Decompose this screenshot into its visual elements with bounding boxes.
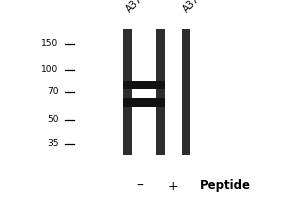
Text: 35: 35: [47, 140, 58, 148]
Text: 70: 70: [47, 88, 58, 97]
Text: –: –: [136, 179, 143, 193]
Text: +: +: [168, 180, 179, 192]
Bar: [123, 81, 165, 89]
Bar: [123, 29, 132, 155]
Text: 50: 50: [47, 116, 58, 124]
Text: Peptide: Peptide: [200, 180, 250, 192]
Bar: [156, 29, 165, 155]
Text: 150: 150: [41, 40, 58, 48]
Text: A375: A375: [182, 0, 206, 14]
Text: A375: A375: [124, 0, 149, 14]
Bar: [123, 98, 165, 107]
Bar: [182, 29, 190, 155]
Text: 100: 100: [41, 66, 58, 74]
